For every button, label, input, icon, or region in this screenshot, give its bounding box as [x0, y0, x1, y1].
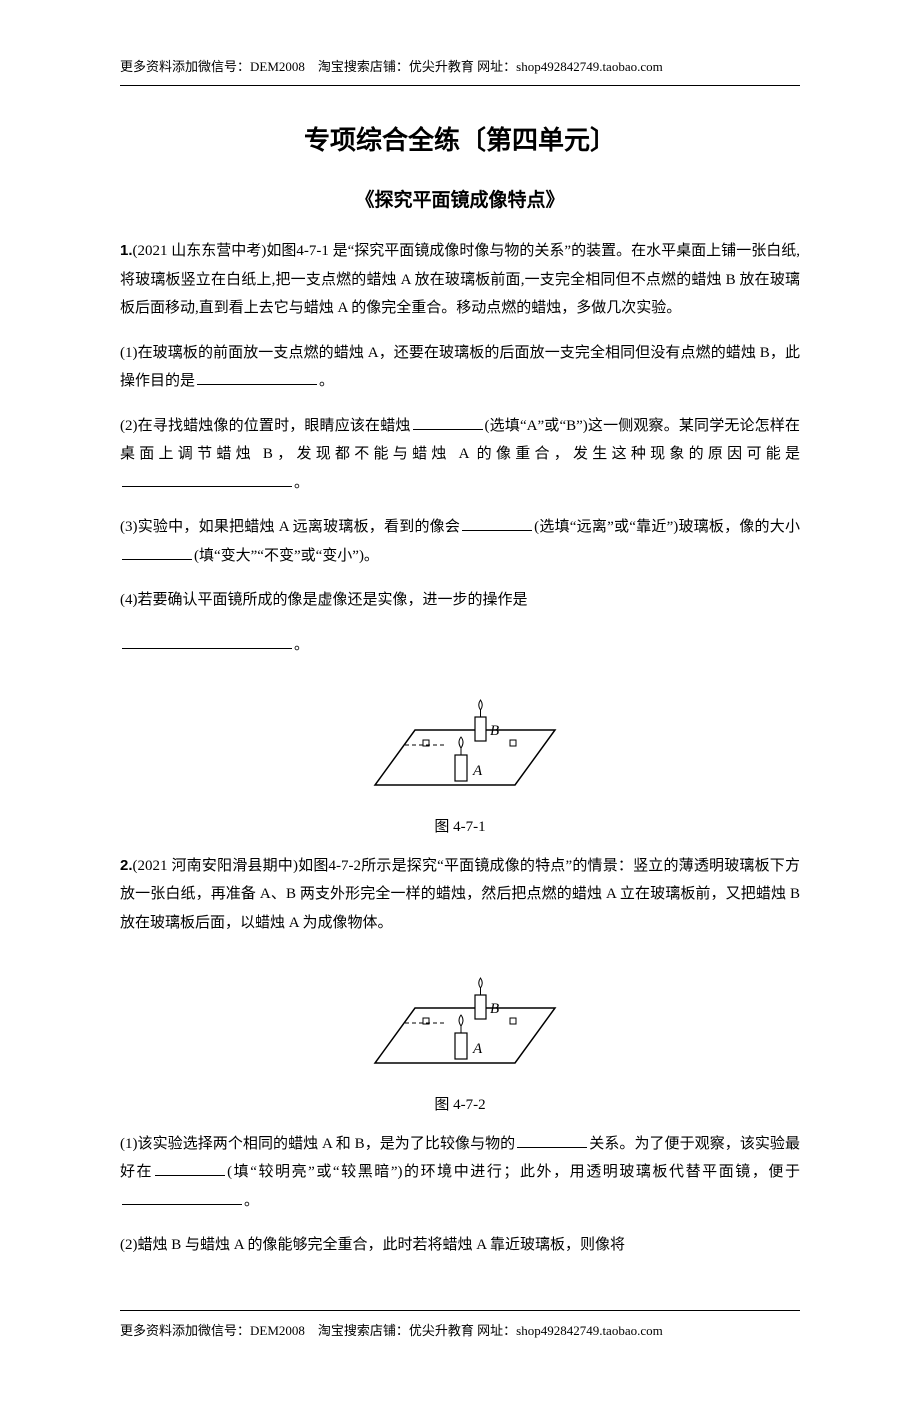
figure-1: A B 图 4-7-1 [120, 675, 800, 842]
fig1-label-a: A [472, 763, 483, 779]
q2-part1: (1)该实验选择两个相同的蜡烛 A 和 B，是为了比较像与物的关系。为了便于观察… [120, 1130, 800, 1216]
q2-p1-blank2 [155, 1158, 225, 1176]
fig1-candle-a-flame [459, 737, 463, 748]
fig1-candle-b-body [475, 717, 486, 741]
q1-p4-text-b: 。 [294, 637, 309, 653]
q2-p2-text-a: (2)蜡烛 B 与蜡烛 A 的像能够完全重合，此时若将蜡烛 A 靠近玻璃板，则像… [120, 1237, 625, 1253]
sub-title: 《探究平面镜成像特点》 [120, 183, 800, 219]
fig1-label-b: B [490, 723, 499, 739]
fig1-candle-a-body [455, 755, 467, 781]
q1-p4-text-a: (4)若要确认平面镜所成的像是虚像还是实像，进一步的操作是 [120, 592, 528, 608]
question-2: 2.(2021 河南安阳滑县期中)如图4-7-2所示是探究“平面镜成像的特点”的… [120, 852, 800, 938]
fig2-candle-b-body [475, 995, 486, 1019]
q2-p1-text-a: (1)该实验选择两个相同的蜡烛 A 和 B，是为了比较像与物的 [120, 1136, 515, 1152]
page-header: 更多资料添加微信号：DEM2008 淘宝搜索店铺：优尖升教育 网址：shop49… [120, 55, 800, 86]
q1-p3-text-b: (选填“远离”或“靠近”)玻璃板，像的大小 [534, 519, 800, 535]
fig1-candle-b-flame [479, 700, 483, 710]
q2-intro: (2021 河南安阳滑县期中)如图4-7-2所示是探究“平面镜成像的特点”的情景… [120, 858, 800, 931]
q2-p1-text-d: 。 [244, 1193, 259, 1209]
q1-p3-text-c: (填“变大”“不变”或“变小”)。 [194, 548, 379, 564]
q2-p1-text-c: (填“较明亮”或“较黑暗”)的环境中进行；此外，用透明玻璃板代替平面镜，便于 [227, 1164, 800, 1180]
q1-p3-text-a: (3)实验中，如果把蜡烛 A 远离玻璃板，看到的像会 [120, 519, 460, 535]
q1-part1: (1)在玻璃板的前面放一支点燃的蜡烛 A，还要在玻璃板的后面放一支完全相同但没有… [120, 339, 800, 396]
figure-2: A B 图 4-7-2 [120, 953, 800, 1120]
figure-2-caption: 图 4-7-2 [120, 1091, 800, 1120]
q2-p1-blank1 [517, 1130, 587, 1148]
q1-p4-blank [122, 631, 292, 649]
page-footer: 更多资料添加微信号：DEM2008 淘宝搜索店铺：优尖升教育 网址：shop49… [120, 1310, 800, 1344]
q1-p1-text-b: 。 [319, 373, 334, 389]
figure-2-svg: A B [355, 953, 565, 1083]
q1-p2-blank1 [413, 412, 483, 430]
fig2-candle-a-body [455, 1033, 467, 1059]
q1-p1-blank [197, 367, 317, 385]
q1-part2: (2)在寻找蜡烛像的位置时，眼睛应该在蜡烛(选填“A”或“B”)这一侧观察。某同… [120, 412, 800, 498]
q2-number: 2. [120, 857, 133, 874]
q1-p2-text-c: 。 [294, 475, 309, 491]
fig2-candle-b-flame [479, 978, 483, 988]
q1-p3-blank2 [122, 542, 192, 560]
q1-part4: (4)若要确认平面镜所成的像是虚像还是实像，进一步的操作是 [120, 586, 800, 615]
fig2-label-b: B [490, 1001, 499, 1017]
question-1: 1.(2021 山东东营中考)如图4-7-1 是“探究平面镜成像时像与物的关系”… [120, 237, 800, 323]
q2-p1-blank3 [122, 1187, 242, 1205]
q2-part2: (2)蜡烛 B 与蜡烛 A 的像能够完全重合，此时若将蜡烛 A 靠近玻璃板，则像… [120, 1231, 800, 1260]
fig2-candle-a-flame [459, 1015, 463, 1026]
q1-part3: (3)实验中，如果把蜡烛 A 远离玻璃板，看到的像会 (选填“远离”或“靠近”)玻… [120, 513, 800, 570]
fig2-label-a: A [472, 1041, 483, 1057]
main-title: 专项综合全练〔第四单元〕 [120, 116, 800, 165]
figure-1-svg: A B [355, 675, 565, 805]
q1-p2-text-a: (2)在寻找蜡烛像的位置时，眼睛应该在蜡烛 [120, 418, 411, 434]
q1-p2-blank2 [122, 469, 292, 487]
q1-p3-blank1 [462, 513, 532, 531]
q1-part4b: 。 [120, 631, 800, 660]
q1-intro: (2021 山东东营中考)如图4-7-1 是“探究平面镜成像时像与物的关系”的装… [120, 243, 800, 316]
figure-1-caption: 图 4-7-1 [120, 813, 800, 842]
q1-number: 1. [120, 242, 133, 259]
